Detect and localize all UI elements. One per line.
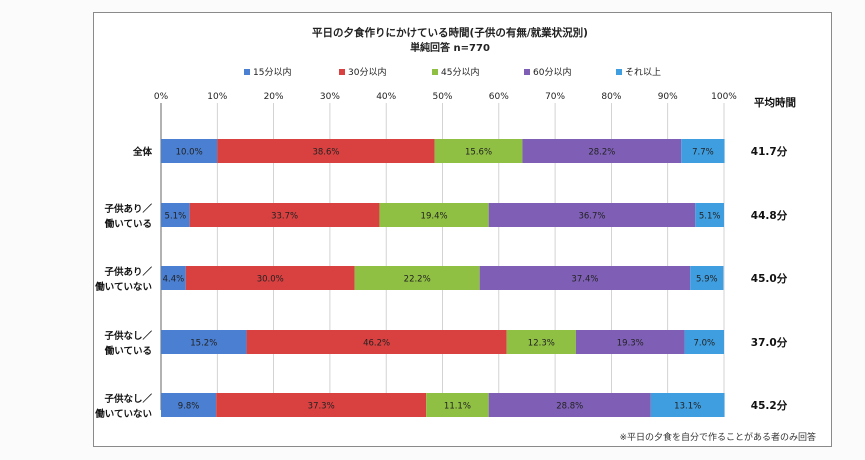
legend: 15分以内 30分以内 45分以内 60分以内 それ以上 <box>244 66 661 78</box>
x-tick-label: 60% <box>489 92 509 102</box>
bar-segment <box>354 266 480 290</box>
data-label: 37.4% <box>571 275 598 285</box>
x-tick-label: 50% <box>432 92 452 102</box>
data-label: 30.0% <box>257 275 284 285</box>
bar-segment <box>161 330 247 354</box>
x-tick-label: 70% <box>545 92 565 102</box>
category-label: 子供あり／ <box>104 266 152 278</box>
chart-frame: 平日の夕食作りにかけている時間(子供の有無/就業状況別) 単純回答 n=770 … <box>93 12 832 447</box>
data-label: 13.1% <box>674 402 701 412</box>
legend-swatch-4 <box>524 69 530 75</box>
bar-segment <box>189 203 380 227</box>
bar-segment <box>695 203 724 227</box>
data-label: 5.1% <box>165 212 187 222</box>
bar-segment <box>379 203 489 227</box>
data-label: 38.6% <box>312 148 339 158</box>
x-tick-label: 80% <box>601 92 621 102</box>
legend-label-4: 60分以内 <box>533 66 571 78</box>
average-value: 45.2分 <box>751 399 788 412</box>
bar-segment <box>690 266 724 290</box>
x-tick-label: 10% <box>207 92 227 102</box>
average-value: 45.0分 <box>751 272 788 285</box>
data-label: 33.7% <box>271 212 298 222</box>
data-label: 5.9% <box>696 275 718 285</box>
data-label: 37.3% <box>308 402 335 412</box>
bar-segment <box>216 393 427 417</box>
data-label: 28.8% <box>556 402 583 412</box>
data-label: 9.8% <box>178 402 200 412</box>
category-label: 働いている <box>104 218 152 230</box>
x-tick-label: 100% <box>711 92 737 102</box>
bar-segment <box>522 139 682 163</box>
bar-segment <box>426 393 489 417</box>
x-tick-label: 90% <box>658 92 678 102</box>
bar-segment <box>185 266 355 290</box>
bar-segment <box>479 266 691 290</box>
data-label: 12.3% <box>528 339 555 349</box>
bar-segment <box>506 330 576 354</box>
legend-label-2: 30分以内 <box>348 66 386 78</box>
data-label: 4.4% <box>163 275 185 285</box>
category-label: 全体 <box>132 146 153 158</box>
bar-segment <box>246 330 507 354</box>
bar-segment <box>161 393 217 417</box>
category-label: 子供なし／ <box>104 330 152 342</box>
x-tick-label: 30% <box>320 92 340 102</box>
legend-swatch-3 <box>432 69 438 75</box>
data-label: 22.2% <box>404 275 431 285</box>
x-tick-label: 0% <box>154 92 169 102</box>
category-label: 子供あり／ <box>104 203 152 215</box>
legend-swatch-5 <box>616 69 622 75</box>
average-value: 41.7分 <box>751 145 788 158</box>
x-tick-label: 40% <box>376 92 396 102</box>
bar-segment <box>217 139 435 163</box>
data-label: 7.0% <box>693 339 715 349</box>
average-header: 平均時間 <box>754 96 796 109</box>
legend-label-3: 45分以内 <box>441 66 479 78</box>
stacked-bar-chart: 平日の夕食作りにかけている時間(子供の有無/就業状況別) 単純回答 n=770 … <box>94 26 816 443</box>
chart-title: 平日の夕食作りにかけている時間(子供の有無/就業状況別) <box>312 26 588 39</box>
bar-segment <box>161 139 218 163</box>
data-label: 11.1% <box>444 402 471 412</box>
bar-segment <box>434 139 523 163</box>
data-label: 19.4% <box>421 212 448 222</box>
category-label: 子供なし／ <box>104 393 152 405</box>
data-label: 19.3% <box>617 339 644 349</box>
bar-segment <box>575 330 685 354</box>
bar-segment <box>488 393 651 417</box>
bar-segment <box>650 393 725 417</box>
bar-segment <box>488 203 696 227</box>
category-label: 働いていない <box>94 408 152 420</box>
legend-label-5: それ以上 <box>625 67 661 78</box>
chart-subtitle: 単純回答 n=770 <box>410 41 490 54</box>
data-label: 36.7% <box>578 212 605 222</box>
average-value: 37.0分 <box>751 336 788 349</box>
category-label: 働いている <box>104 345 152 357</box>
legend-swatch-2 <box>339 69 345 75</box>
data-label: 10.0% <box>176 148 203 158</box>
data-label: 46.2% <box>363 339 390 349</box>
category-label: 働いていない <box>94 281 152 293</box>
legend-swatch-1 <box>244 69 250 75</box>
data-label: 28.2% <box>588 148 615 158</box>
x-tick-label: 20% <box>264 92 284 102</box>
legend-label-1: 15分以内 <box>253 66 291 78</box>
bar-segment <box>681 139 725 163</box>
bar-segment <box>161 203 190 227</box>
data-label: 5.1% <box>699 212 721 222</box>
data-label: 15.6% <box>465 148 492 158</box>
data-label: 15.2% <box>190 339 217 349</box>
bar-segment <box>161 266 186 290</box>
footnote: ※平日の夕食を自分で作ることがある者のみ回答 <box>619 431 816 443</box>
bar-segment <box>684 330 724 354</box>
average-value: 44.8分 <box>751 209 788 222</box>
data-label: 7.7% <box>692 148 714 158</box>
